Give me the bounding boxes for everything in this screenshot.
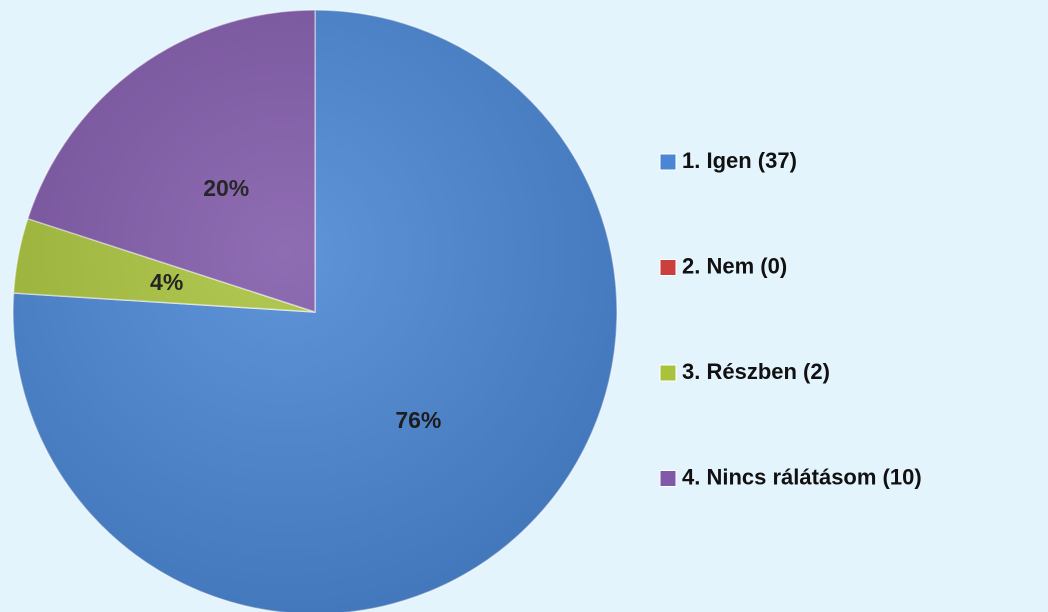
legend-swatch	[659, 470, 677, 487]
legend-label: 1. Igen (37)	[682, 148, 797, 173]
legend-label: 2. Nem (0)	[682, 253, 787, 278]
legend-label: 4. Nincs rálátásom (10)	[682, 464, 922, 489]
legend-swatch	[659, 364, 677, 382]
slice-label: 76%	[395, 407, 441, 433]
slice-label: 4%	[150, 269, 183, 295]
legend-swatch	[659, 153, 677, 171]
slice-label: 20%	[203, 175, 249, 201]
legend-swatch	[659, 259, 677, 276]
legend-label: 3. Részben (2)	[682, 359, 830, 384]
